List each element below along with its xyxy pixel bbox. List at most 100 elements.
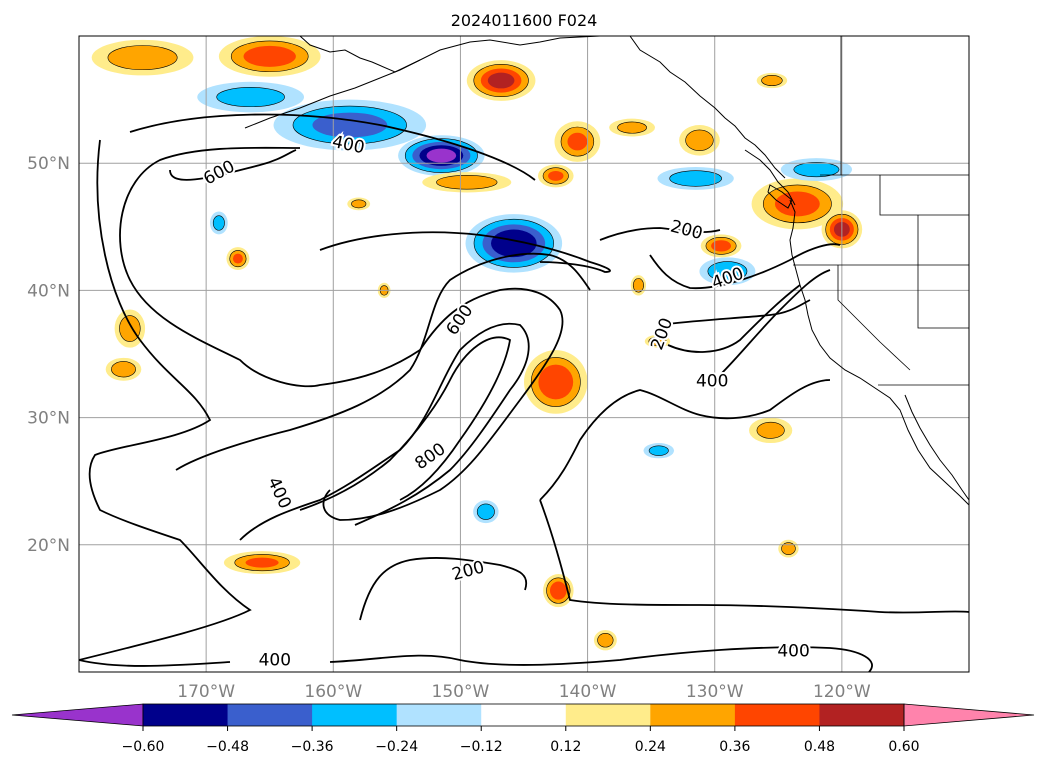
- coastlines: [244, 36, 969, 506]
- latitude-label: 30°N: [27, 409, 70, 429]
- colorbar-tick-label: −0.24: [375, 739, 418, 755]
- colorbar: −0.60 −0.48 −0.36 −0.24 −0.12 0.12 0.24 0.36 0.4…: [11, 703, 1035, 755]
- graticule: [79, 36, 969, 672]
- anomaly-fill-level: [617, 121, 647, 134]
- colorbar-tick-label: 0.24: [635, 739, 666, 755]
- colorbar-segment: [565, 704, 651, 726]
- contour-line: [539, 379, 831, 501]
- anomaly-fill-level: [793, 161, 840, 178]
- anomaly-fill-level: [107, 45, 178, 71]
- vancouver-island-coastline: [767, 184, 793, 209]
- anomaly-fill-level: [216, 87, 285, 108]
- california-nevada-border: [837, 265, 911, 371]
- anomaly-blob: [609, 118, 655, 137]
- latitude-labels: 50°N 40°N 30°N 20°N: [27, 154, 70, 556]
- anomaly-blob: [749, 417, 793, 444]
- anomaly-blob: [218, 36, 321, 77]
- anomaly-fill-level: [232, 253, 243, 264]
- anomaly-fill-level: [538, 364, 574, 400]
- political-borders: [793, 36, 969, 386]
- contour-line: [322, 287, 564, 521]
- anomaly-fill-level: [781, 542, 796, 555]
- anomaly-fill-level: [476, 503, 495, 520]
- anomaly-fill-level: [491, 229, 537, 258]
- colorbar-segment: [312, 704, 398, 726]
- contour-line: [175, 252, 591, 471]
- contour-line: [719, 269, 831, 376]
- colorbar-tick-label: −0.60: [122, 739, 165, 755]
- colorbar-tick-label: 0.36: [719, 739, 750, 755]
- anomaly-fill-level: [243, 45, 296, 67]
- contour-line: [129, 113, 536, 181]
- anomaly-fill-level: [648, 336, 667, 346]
- british-columbia-coastline: [744, 149, 796, 206]
- colorbar-tick-label: −0.12: [460, 739, 503, 755]
- contour-line: [299, 336, 511, 511]
- colorbar-frame: [142, 703, 905, 727]
- colorbar-min-extension: [11, 703, 144, 727]
- contour-line: [359, 557, 528, 621]
- anomaly-blob: [643, 443, 675, 459]
- anomaly-blob: [209, 211, 228, 235]
- map-frame: [78, 35, 970, 673]
- contour-line: [667, 284, 801, 353]
- anomaly-blob: [422, 172, 512, 193]
- anomaly-blob: [543, 574, 574, 608]
- anomaly-fill-level: [487, 72, 515, 89]
- anomaly-fill-level: [549, 581, 567, 600]
- colorbar-segment: [227, 704, 313, 726]
- colorbar-tick-label: −0.36: [291, 739, 334, 755]
- anomaly-blob: [524, 350, 588, 414]
- anomaly-fill-level: [669, 170, 722, 187]
- anomaly-fill-level: [756, 421, 785, 439]
- anomaly-blob: [537, 164, 574, 188]
- anomaly-blob: [91, 39, 194, 76]
- anomaly-blob: [398, 135, 485, 176]
- colorbar-segment: [143, 704, 229, 726]
- contour-line: [539, 499, 969, 614]
- contour-line: [119, 146, 421, 388]
- baja-peninsula-coastline: [904, 394, 969, 501]
- longitude-label: 170°W: [177, 682, 235, 702]
- colorbar-segment: [650, 704, 736, 726]
- idaho-border: [917, 215, 969, 329]
- contour-line: [239, 322, 530, 541]
- longitude-label: 150°W: [432, 682, 490, 702]
- anomaly-fill-level: [351, 199, 367, 209]
- contour-line: [649, 243, 841, 290]
- anomaly-fill-level: [567, 132, 588, 151]
- contour-line: [79, 659, 231, 667]
- longitude-labels: 170°W 160°W 150°W 140°W 130°W 120°W: [177, 682, 871, 702]
- anomaly-fill-level: [111, 361, 136, 378]
- anomaly-blob: [105, 357, 142, 381]
- anomaly-blob: [751, 178, 844, 230]
- alaska-peninsula-coastline: [244, 59, 421, 129]
- longitude-label: 140°W: [559, 682, 617, 702]
- contour-line: [329, 646, 873, 672]
- anomaly-blob: [197, 81, 305, 113]
- anomaly-blob: [273, 99, 427, 151]
- contour-label: 400: [777, 641, 809, 661]
- anomaly-blob: [778, 539, 799, 558]
- contour-line: [79, 139, 252, 661]
- longitude-label: 160°W: [304, 682, 362, 702]
- southeast-alaska-coastline: [629, 36, 786, 179]
- us-west-coastline: [789, 199, 969, 506]
- anomaly-fill-level: [548, 170, 564, 181]
- anomaly-fill-level: [597, 632, 614, 648]
- colorbar-tick-label: 0.60: [888, 739, 919, 755]
- anomaly-blob: [756, 72, 788, 89]
- anomaly-fill-level: [312, 112, 388, 138]
- anomaly-blob: [699, 257, 756, 286]
- anomaly-fill-level: [774, 191, 820, 217]
- colorbar-tick-label: 0.48: [804, 739, 835, 755]
- contour-line: [169, 149, 297, 181]
- anomaly-fill-level: [711, 240, 732, 252]
- anomaly-blob: [644, 334, 671, 348]
- anomaly-fill-level: [707, 261, 748, 282]
- latitude-label: 20°N: [27, 536, 70, 556]
- anomaly-blob: [226, 247, 250, 271]
- colorbar-segment: [396, 704, 482, 726]
- colorbar-segment: [819, 704, 905, 726]
